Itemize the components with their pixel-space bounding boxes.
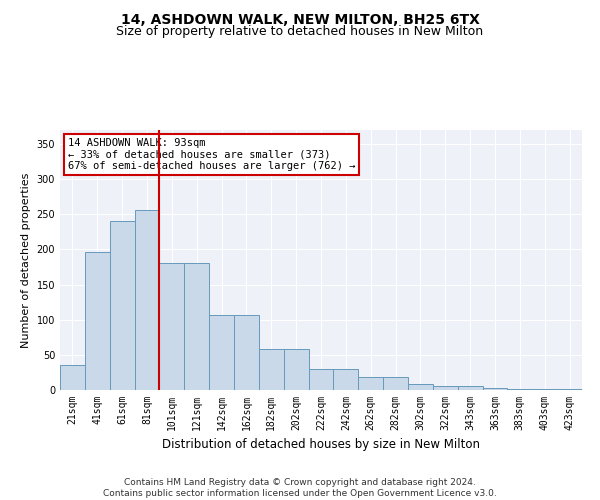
Bar [334,369,358,390]
Bar [482,388,508,390]
X-axis label: Distribution of detached houses by size in New Milton: Distribution of detached houses by size … [162,438,480,452]
Bar [358,378,383,390]
Bar [408,384,433,390]
Bar [433,386,458,390]
Bar [557,388,582,390]
Bar [383,378,408,390]
Bar [134,210,160,390]
Text: Contains HM Land Registry data © Crown copyright and database right 2024.
Contai: Contains HM Land Registry data © Crown c… [103,478,497,498]
Bar [458,386,482,390]
Text: 14 ASHDOWN WALK: 93sqm
← 33% of detached houses are smaller (373)
67% of semi-de: 14 ASHDOWN WALK: 93sqm ← 33% of detached… [68,138,355,171]
Bar [160,263,184,390]
Bar [209,315,234,390]
Y-axis label: Number of detached properties: Number of detached properties [21,172,31,348]
Bar [284,349,308,390]
Bar [85,252,110,390]
Bar [184,263,209,390]
Bar [60,366,85,390]
Bar [110,222,134,390]
Bar [259,349,284,390]
Text: Size of property relative to detached houses in New Milton: Size of property relative to detached ho… [116,25,484,38]
Bar [308,369,334,390]
Text: 14, ASHDOWN WALK, NEW MILTON, BH25 6TX: 14, ASHDOWN WALK, NEW MILTON, BH25 6TX [121,12,479,26]
Bar [234,315,259,390]
